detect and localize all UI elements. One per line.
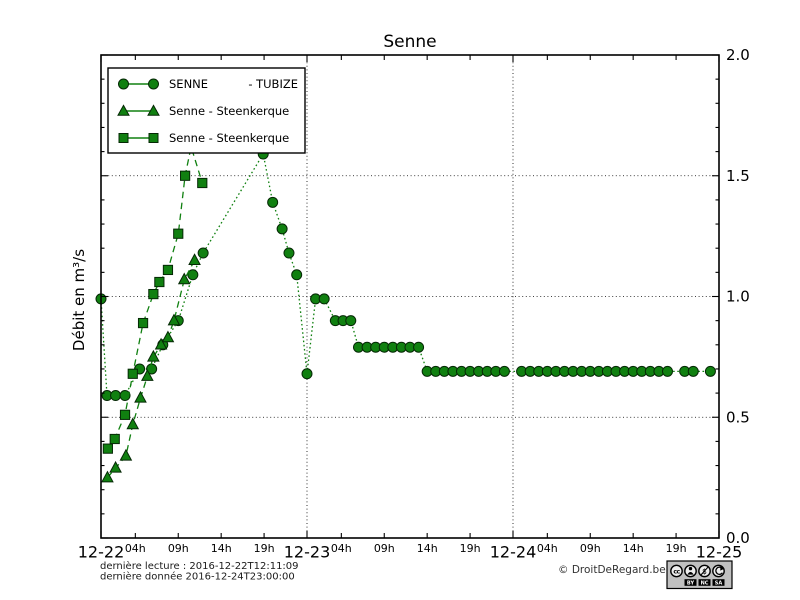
data-point-square bbox=[102, 443, 113, 454]
data-point-circle bbox=[413, 341, 425, 353]
data-point-triangle bbox=[126, 417, 140, 430]
xdate-label-1224: 12-24 bbox=[490, 543, 537, 562]
cc-by-label: BY bbox=[687, 580, 695, 586]
data-point-triangle bbox=[141, 369, 154, 381]
legend-label-steenkerque-2: Senne - Steenkerque bbox=[169, 131, 289, 145]
ytick-label-10: 1.0 bbox=[726, 288, 750, 306]
cc-nc-slash bbox=[700, 566, 709, 576]
data-point-circle bbox=[318, 293, 330, 305]
ytick-label-05: 0.5 bbox=[726, 408, 750, 426]
xhour-label: 19h bbox=[254, 542, 275, 555]
cc-nc-label: NC bbox=[701, 580, 709, 586]
xhour-label: 04h bbox=[125, 542, 146, 555]
legend-square-marker bbox=[148, 133, 159, 143]
cc-by-icon bbox=[684, 564, 697, 578]
legend-circle-marker bbox=[118, 78, 129, 90]
legend-label-tubize: - TUBIZE bbox=[248, 77, 298, 91]
xhour-label: 14h bbox=[211, 542, 232, 555]
legend-triangle-marker bbox=[147, 104, 160, 116]
data-point-triangle bbox=[109, 460, 122, 473]
data-point-triangle bbox=[167, 313, 181, 326]
data-point-square bbox=[180, 170, 191, 181]
data-point-square bbox=[197, 177, 208, 189]
copyright-text: © DroitDeRegard.be bbox=[558, 564, 666, 576]
data-point-circle bbox=[345, 315, 357, 327]
data-point-circle bbox=[291, 269, 303, 281]
data-point-square bbox=[127, 368, 138, 379]
data-point-square bbox=[148, 288, 159, 300]
data-point-triangle bbox=[161, 330, 175, 343]
chart-title: Senne bbox=[383, 32, 436, 52]
data-point-square bbox=[154, 276, 165, 288]
ytick-label-15: 1.5 bbox=[726, 167, 750, 185]
legend-triangle-marker bbox=[117, 104, 130, 116]
data-point-triangle bbox=[188, 253, 201, 265]
data-point-triangle bbox=[134, 390, 147, 403]
data-point-circle bbox=[301, 368, 313, 380]
xdate-label-1223: 12-23 bbox=[284, 543, 331, 562]
data-point-square bbox=[137, 317, 149, 329]
xhour-label: 04h bbox=[331, 542, 352, 555]
cc-sa-arrow bbox=[715, 566, 723, 575]
data-point-circle bbox=[197, 247, 209, 259]
plot-border bbox=[100, 54, 720, 539]
data-point-circle bbox=[662, 365, 673, 377]
cc-sa-arrowhead bbox=[720, 566, 725, 571]
legend-square-marker bbox=[118, 133, 129, 143]
data-point-triangle bbox=[154, 337, 168, 350]
cc-sa-label-box bbox=[712, 579, 725, 586]
cc-icon bbox=[670, 564, 683, 578]
data-point-circle bbox=[704, 365, 716, 377]
data-point-square bbox=[162, 264, 174, 276]
ytick-label-20: 2.0 bbox=[726, 46, 750, 64]
data-point-circle bbox=[110, 390, 122, 402]
data-point-triangle bbox=[101, 470, 114, 483]
y-axis-label: Débit en m³/s bbox=[70, 249, 88, 351]
legend-label-steenkerque-1: Senne - Steenkerque bbox=[169, 104, 289, 118]
data-point-circle bbox=[276, 223, 288, 235]
xhour-label: 19h bbox=[460, 542, 481, 555]
cc-by-person-body bbox=[687, 572, 694, 575]
data-point-circle bbox=[267, 196, 279, 208]
ytick-label-0: 0.0 bbox=[726, 529, 750, 547]
last-data-text: dernière donnée 2016-12-24T23:00:00 bbox=[100, 571, 295, 583]
cc-sa-label: SA bbox=[715, 580, 723, 586]
data-point-square bbox=[109, 433, 120, 445]
data-point-triangle bbox=[177, 272, 191, 285]
xhour-label: 09h bbox=[168, 542, 189, 555]
data-point-triangle bbox=[119, 448, 133, 461]
legend-label-senne: SENNE bbox=[169, 77, 208, 91]
cc-by-person-head bbox=[688, 566, 693, 571]
xhour-label: 09h bbox=[374, 542, 395, 555]
cc-license-badge[interactable]: cc $ BY NC SA bbox=[666, 560, 733, 590]
xdate-label-1222: 12-22 bbox=[78, 543, 125, 562]
xhour-label: 14h bbox=[623, 542, 644, 555]
xhour-label: 09h bbox=[580, 542, 601, 555]
legend: SENNE - TUBIZE Senne - Steenkerque Senne… bbox=[107, 67, 306, 154]
cc-by-label-box bbox=[684, 579, 697, 586]
data-point-square bbox=[119, 409, 131, 420]
xhour-label: 14h bbox=[417, 542, 438, 555]
xhour-label: 04h bbox=[537, 542, 558, 555]
xdate-label-1225: 12-25 bbox=[696, 543, 743, 562]
legend-circle-marker bbox=[148, 78, 159, 90]
cc-nc-label-box bbox=[698, 579, 711, 586]
data-point-circle bbox=[187, 269, 199, 281]
data-point-square bbox=[173, 228, 184, 239]
data-point-triangle bbox=[147, 349, 160, 362]
last-reading-text: dernière lecture : 2016-12-22T12:11:09 bbox=[100, 560, 299, 572]
data-point-circle bbox=[283, 247, 295, 259]
cc-glyph: cc bbox=[673, 568, 680, 575]
data-point-circle bbox=[687, 365, 699, 377]
data-point-circle bbox=[498, 365, 510, 377]
xhour-label: 19h bbox=[666, 542, 687, 555]
